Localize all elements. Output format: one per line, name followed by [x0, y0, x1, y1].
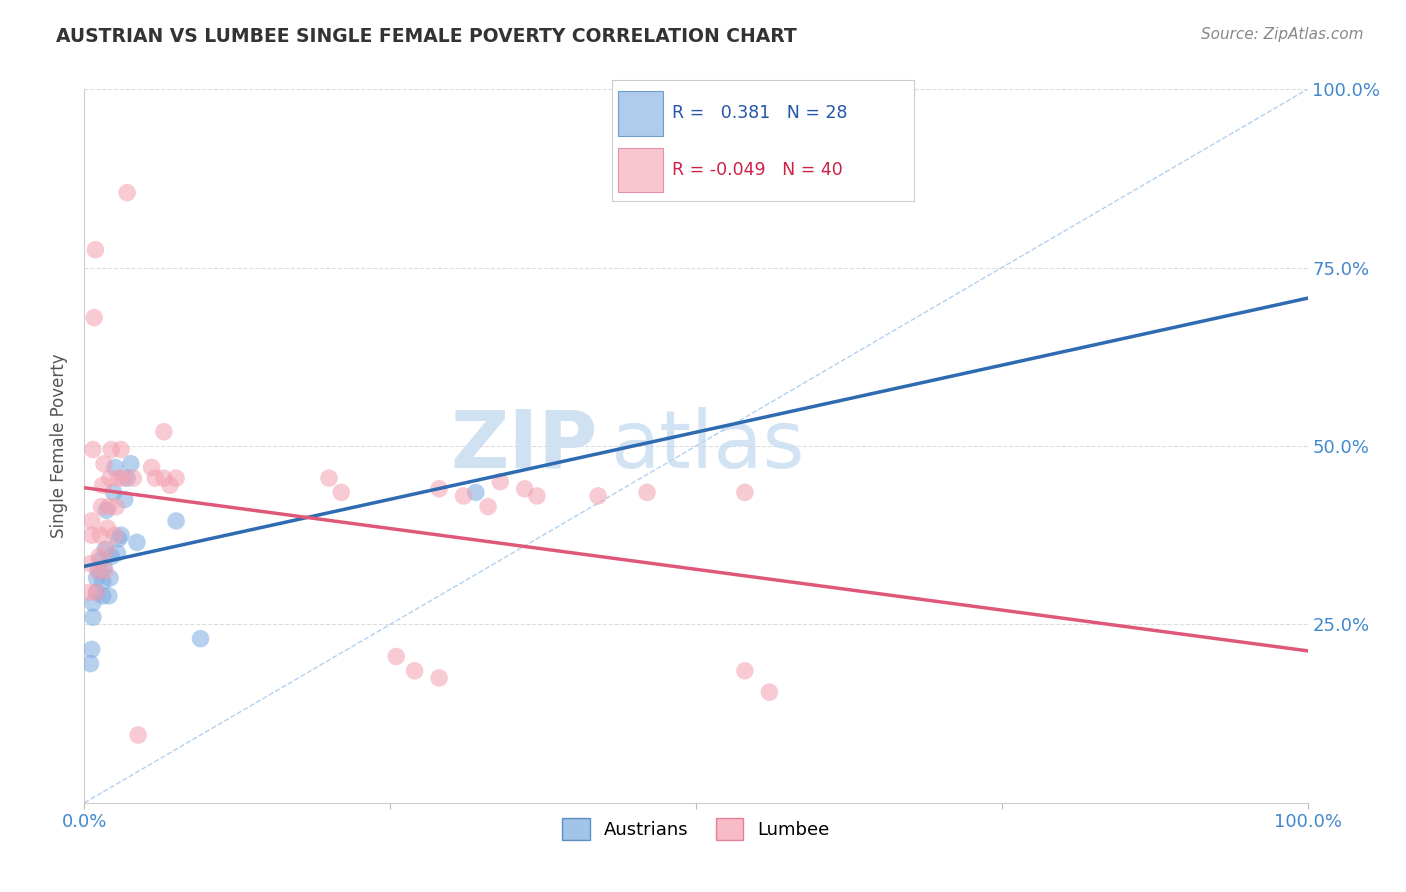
- Point: [107, 532, 129, 546]
- Point: [82, 442, 104, 457]
- Point: [513, 482, 536, 496]
- Point: [127, 728, 149, 742]
- Point: [96, 542, 118, 557]
- Point: [96, 503, 118, 517]
- Point: [79, 657, 101, 671]
- Point: [105, 546, 128, 560]
- Point: [427, 482, 450, 496]
- Text: atlas: atlas: [610, 407, 804, 485]
- Point: [586, 489, 609, 503]
- Point: [107, 471, 129, 485]
- Point: [91, 478, 114, 492]
- Point: [165, 471, 187, 485]
- Point: [87, 564, 110, 578]
- Point: [464, 485, 486, 500]
- Point: [93, 457, 115, 471]
- Point: [100, 549, 122, 564]
- Point: [330, 485, 353, 500]
- Point: [87, 549, 110, 564]
- Point: [90, 500, 112, 514]
- Point: [77, 585, 100, 599]
- Point: [105, 500, 128, 514]
- Point: [404, 664, 426, 678]
- Point: [97, 589, 120, 603]
- Point: [80, 642, 103, 657]
- Point: [112, 471, 135, 485]
- Point: [86, 571, 108, 585]
- Point: [427, 671, 450, 685]
- Point: [87, 564, 110, 578]
- Point: [94, 564, 117, 578]
- Point: [318, 471, 340, 485]
- Point: [89, 553, 111, 567]
- Point: [79, 557, 101, 571]
- Text: R = -0.049   N = 40: R = -0.049 N = 40: [672, 161, 842, 179]
- Point: [122, 471, 145, 485]
- Y-axis label: Single Female Poverty: Single Female Poverty: [49, 354, 67, 538]
- Point: [84, 243, 107, 257]
- Point: [159, 478, 181, 492]
- Point: [86, 585, 108, 599]
- Point: [636, 485, 658, 500]
- Point: [98, 471, 121, 485]
- FancyBboxPatch shape: [617, 91, 664, 136]
- Point: [80, 528, 103, 542]
- Point: [97, 500, 120, 514]
- Legend: Austrians, Lumbee: Austrians, Lumbee: [555, 811, 837, 847]
- Point: [114, 492, 136, 507]
- Point: [103, 485, 125, 500]
- Point: [526, 489, 548, 503]
- Point: [120, 457, 142, 471]
- Text: Source: ZipAtlas.com: Source: ZipAtlas.com: [1201, 27, 1364, 42]
- Point: [453, 489, 475, 503]
- Point: [477, 500, 499, 514]
- Point: [489, 475, 512, 489]
- Point: [153, 471, 176, 485]
- Point: [115, 471, 138, 485]
- Point: [115, 186, 138, 200]
- Point: [141, 460, 163, 475]
- Point: [758, 685, 780, 699]
- Text: R =   0.381   N = 28: R = 0.381 N = 28: [672, 104, 848, 122]
- Point: [91, 574, 114, 589]
- Point: [110, 442, 132, 457]
- Point: [125, 535, 148, 549]
- Point: [385, 649, 408, 664]
- Text: AUSTRIAN VS LUMBEE SINGLE FEMALE POVERTY CORRELATION CHART: AUSTRIAN VS LUMBEE SINGLE FEMALE POVERTY…: [56, 27, 797, 45]
- Point: [89, 528, 111, 542]
- Point: [86, 585, 108, 599]
- Point: [165, 514, 187, 528]
- Point: [98, 571, 121, 585]
- Point: [94, 542, 117, 557]
- Point: [97, 521, 120, 535]
- Point: [190, 632, 212, 646]
- Point: [100, 442, 122, 457]
- Point: [82, 596, 104, 610]
- Point: [83, 310, 105, 325]
- Point: [153, 425, 176, 439]
- Point: [80, 514, 103, 528]
- Point: [93, 560, 115, 574]
- Point: [104, 460, 127, 475]
- Point: [91, 589, 114, 603]
- Point: [734, 664, 756, 678]
- Point: [82, 610, 104, 624]
- Point: [104, 528, 127, 542]
- Text: ZIP: ZIP: [451, 407, 598, 485]
- Point: [734, 485, 756, 500]
- Point: [143, 471, 166, 485]
- Point: [110, 528, 132, 542]
- FancyBboxPatch shape: [617, 148, 664, 193]
